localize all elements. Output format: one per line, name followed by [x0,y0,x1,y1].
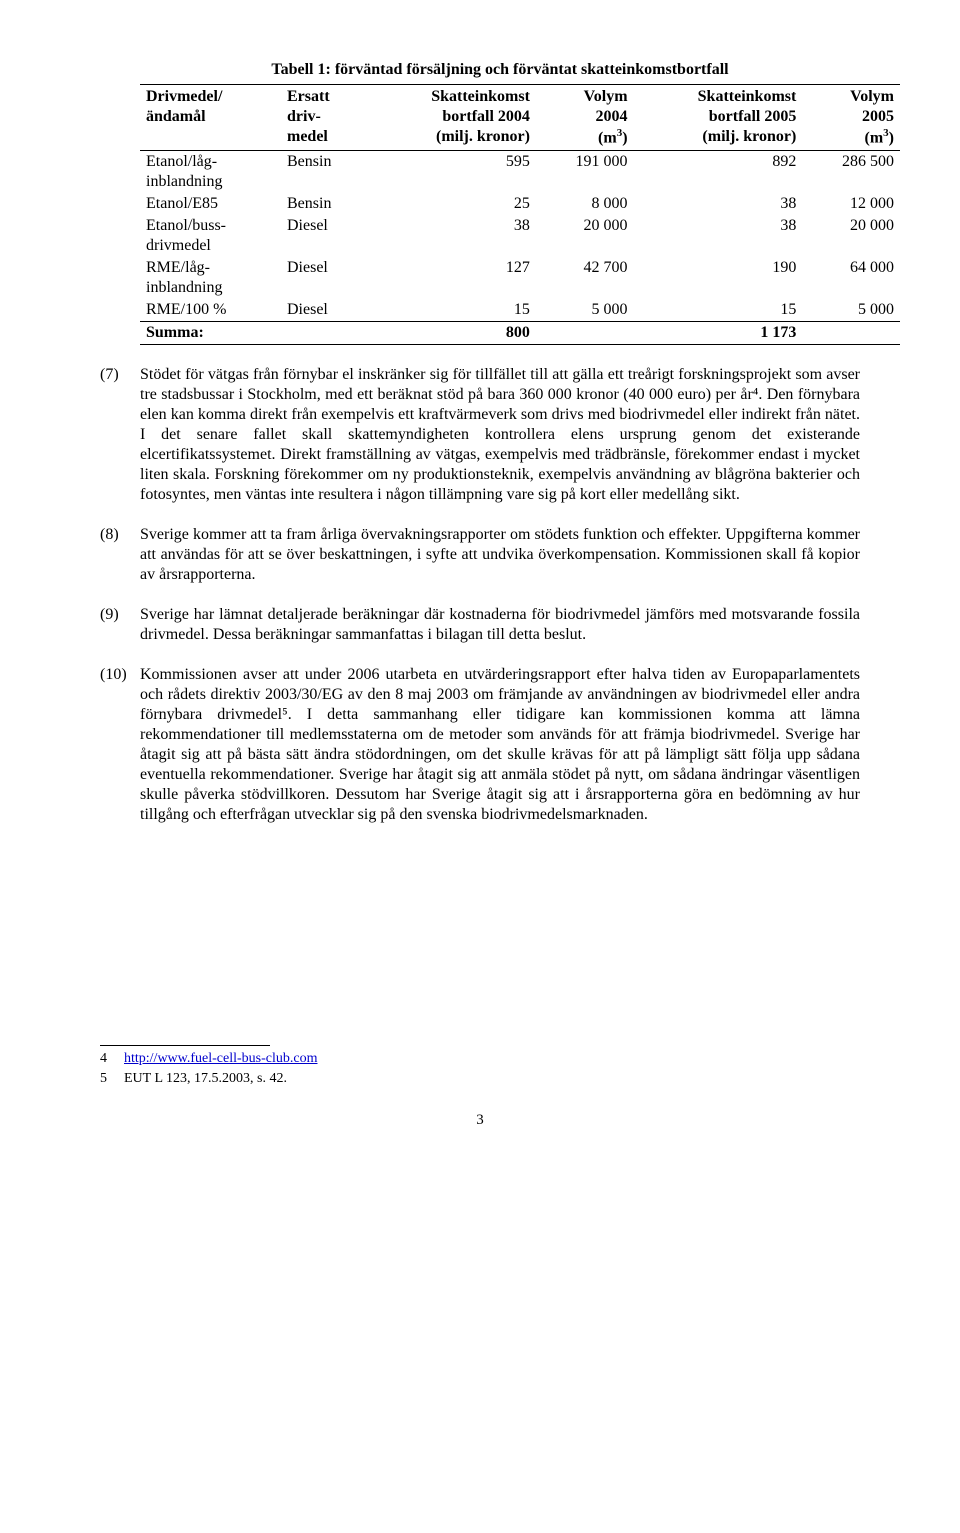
cell: Diesel [281,215,367,257]
col-header: Skatteinkomstbortfall 2005(milj. kronor) [634,85,803,151]
cell: 286 500 [802,151,900,194]
paragraph: (8) Sverige kommer att ta fram årliga öv… [100,525,860,585]
col-header: Skatteinkomstbortfall 2004(milj. kronor) [367,85,536,151]
paragraph-body: Sverige kommer att ta fram årliga överva… [140,525,860,585]
cell: RME/låg-inblandning [140,257,281,299]
footnote-text: EUT L 123, 17.5.2003, s. 42. [124,1070,287,1088]
cell: 800 [367,322,536,345]
cell: 42 700 [536,257,634,299]
table-body: Etanol/låg-inblandning Bensin 595 191 00… [140,151,900,345]
cell: 12 000 [802,193,900,215]
cell: RME/100 % [140,299,281,322]
cell: Diesel [281,299,367,322]
paragraph: (7) Stödet för vätgas från förnybar el i… [100,365,860,505]
page-number: 3 [100,1111,860,1130]
cell: Etanol/buss-drivmedel [140,215,281,257]
cell: 190 [634,257,803,299]
cell: Bensin [281,151,367,194]
table-row: Etanol/låg-inblandning Bensin 595 191 00… [140,151,900,194]
cell: 595 [367,151,536,194]
col-header: Ersattdriv-medel [281,85,367,151]
cell [536,322,634,345]
cell: Etanol/låg-inblandning [140,151,281,194]
cell: 127 [367,257,536,299]
paragraph: (9) Sverige har lämnat detaljerade beräk… [100,605,860,645]
cell: 892 [634,151,803,194]
cell: 38 [367,215,536,257]
paragraph-body: Kommissionen avser att under 2006 utarbe… [140,665,860,825]
footnote-text: http://www.fuel-cell-bus-club.com [124,1050,317,1068]
cell: 25 [367,193,536,215]
paragraph-number: (9) [100,605,140,645]
table-row: RME/100 % Diesel 15 5 000 15 5 000 [140,299,900,322]
data-table: Drivmedel/ändamål Ersattdriv-medel Skatt… [140,84,900,345]
paragraph-body: Sverige har lämnat detaljerade beräkning… [140,605,860,645]
col-header: Drivmedel/ändamål [140,85,281,151]
cell: 20 000 [802,215,900,257]
cell: 5 000 [536,299,634,322]
paragraph-number: (8) [100,525,140,585]
paragraph-body: Stödet för vätgas från förnybar el inskr… [140,365,860,505]
cell [281,322,367,345]
cell: 8 000 [536,193,634,215]
table-row: Etanol/E85 Bensin 25 8 000 38 12 000 [140,193,900,215]
cell: Diesel [281,257,367,299]
table-row: Etanol/buss-drivmedel Diesel 38 20 000 3… [140,215,900,257]
table-header-row: Drivmedel/ändamål Ersattdriv-medel Skatt… [140,85,900,151]
cell: Bensin [281,193,367,215]
cell: 1 173 [634,322,803,345]
paragraph-number: (7) [100,365,140,505]
footnote-number: 4 [100,1050,124,1068]
footnote: 5 EUT L 123, 17.5.2003, s. 42. [100,1070,860,1088]
cell: 15 [634,299,803,322]
cell: 38 [634,215,803,257]
col-header: Volym2004(m3) [536,85,634,151]
footnote-number: 5 [100,1070,124,1088]
table-summary-row: Summa: 800 1 173 [140,322,900,345]
cell: 64 000 [802,257,900,299]
table-title: Tabell 1: förväntad försäljning och förv… [140,60,860,80]
cell: 5 000 [802,299,900,322]
cell: 15 [367,299,536,322]
cell: Etanol/E85 [140,193,281,215]
cell [802,322,900,345]
cell: 20 000 [536,215,634,257]
footnote: 4 http://www.fuel-cell-bus-club.com [100,1050,860,1068]
paragraph-number: (10) [100,665,140,825]
cell: 38 [634,193,803,215]
paragraph: (10) Kommissionen avser att under 2006 u… [100,665,860,825]
cell: 191 000 [536,151,634,194]
cell: Summa: [140,322,281,345]
table-row: RME/låg-inblandning Diesel 127 42 700 19… [140,257,900,299]
col-header: Volym2005(m3) [802,85,900,151]
footnote-link[interactable]: http://www.fuel-cell-bus-club.com [124,1051,317,1066]
